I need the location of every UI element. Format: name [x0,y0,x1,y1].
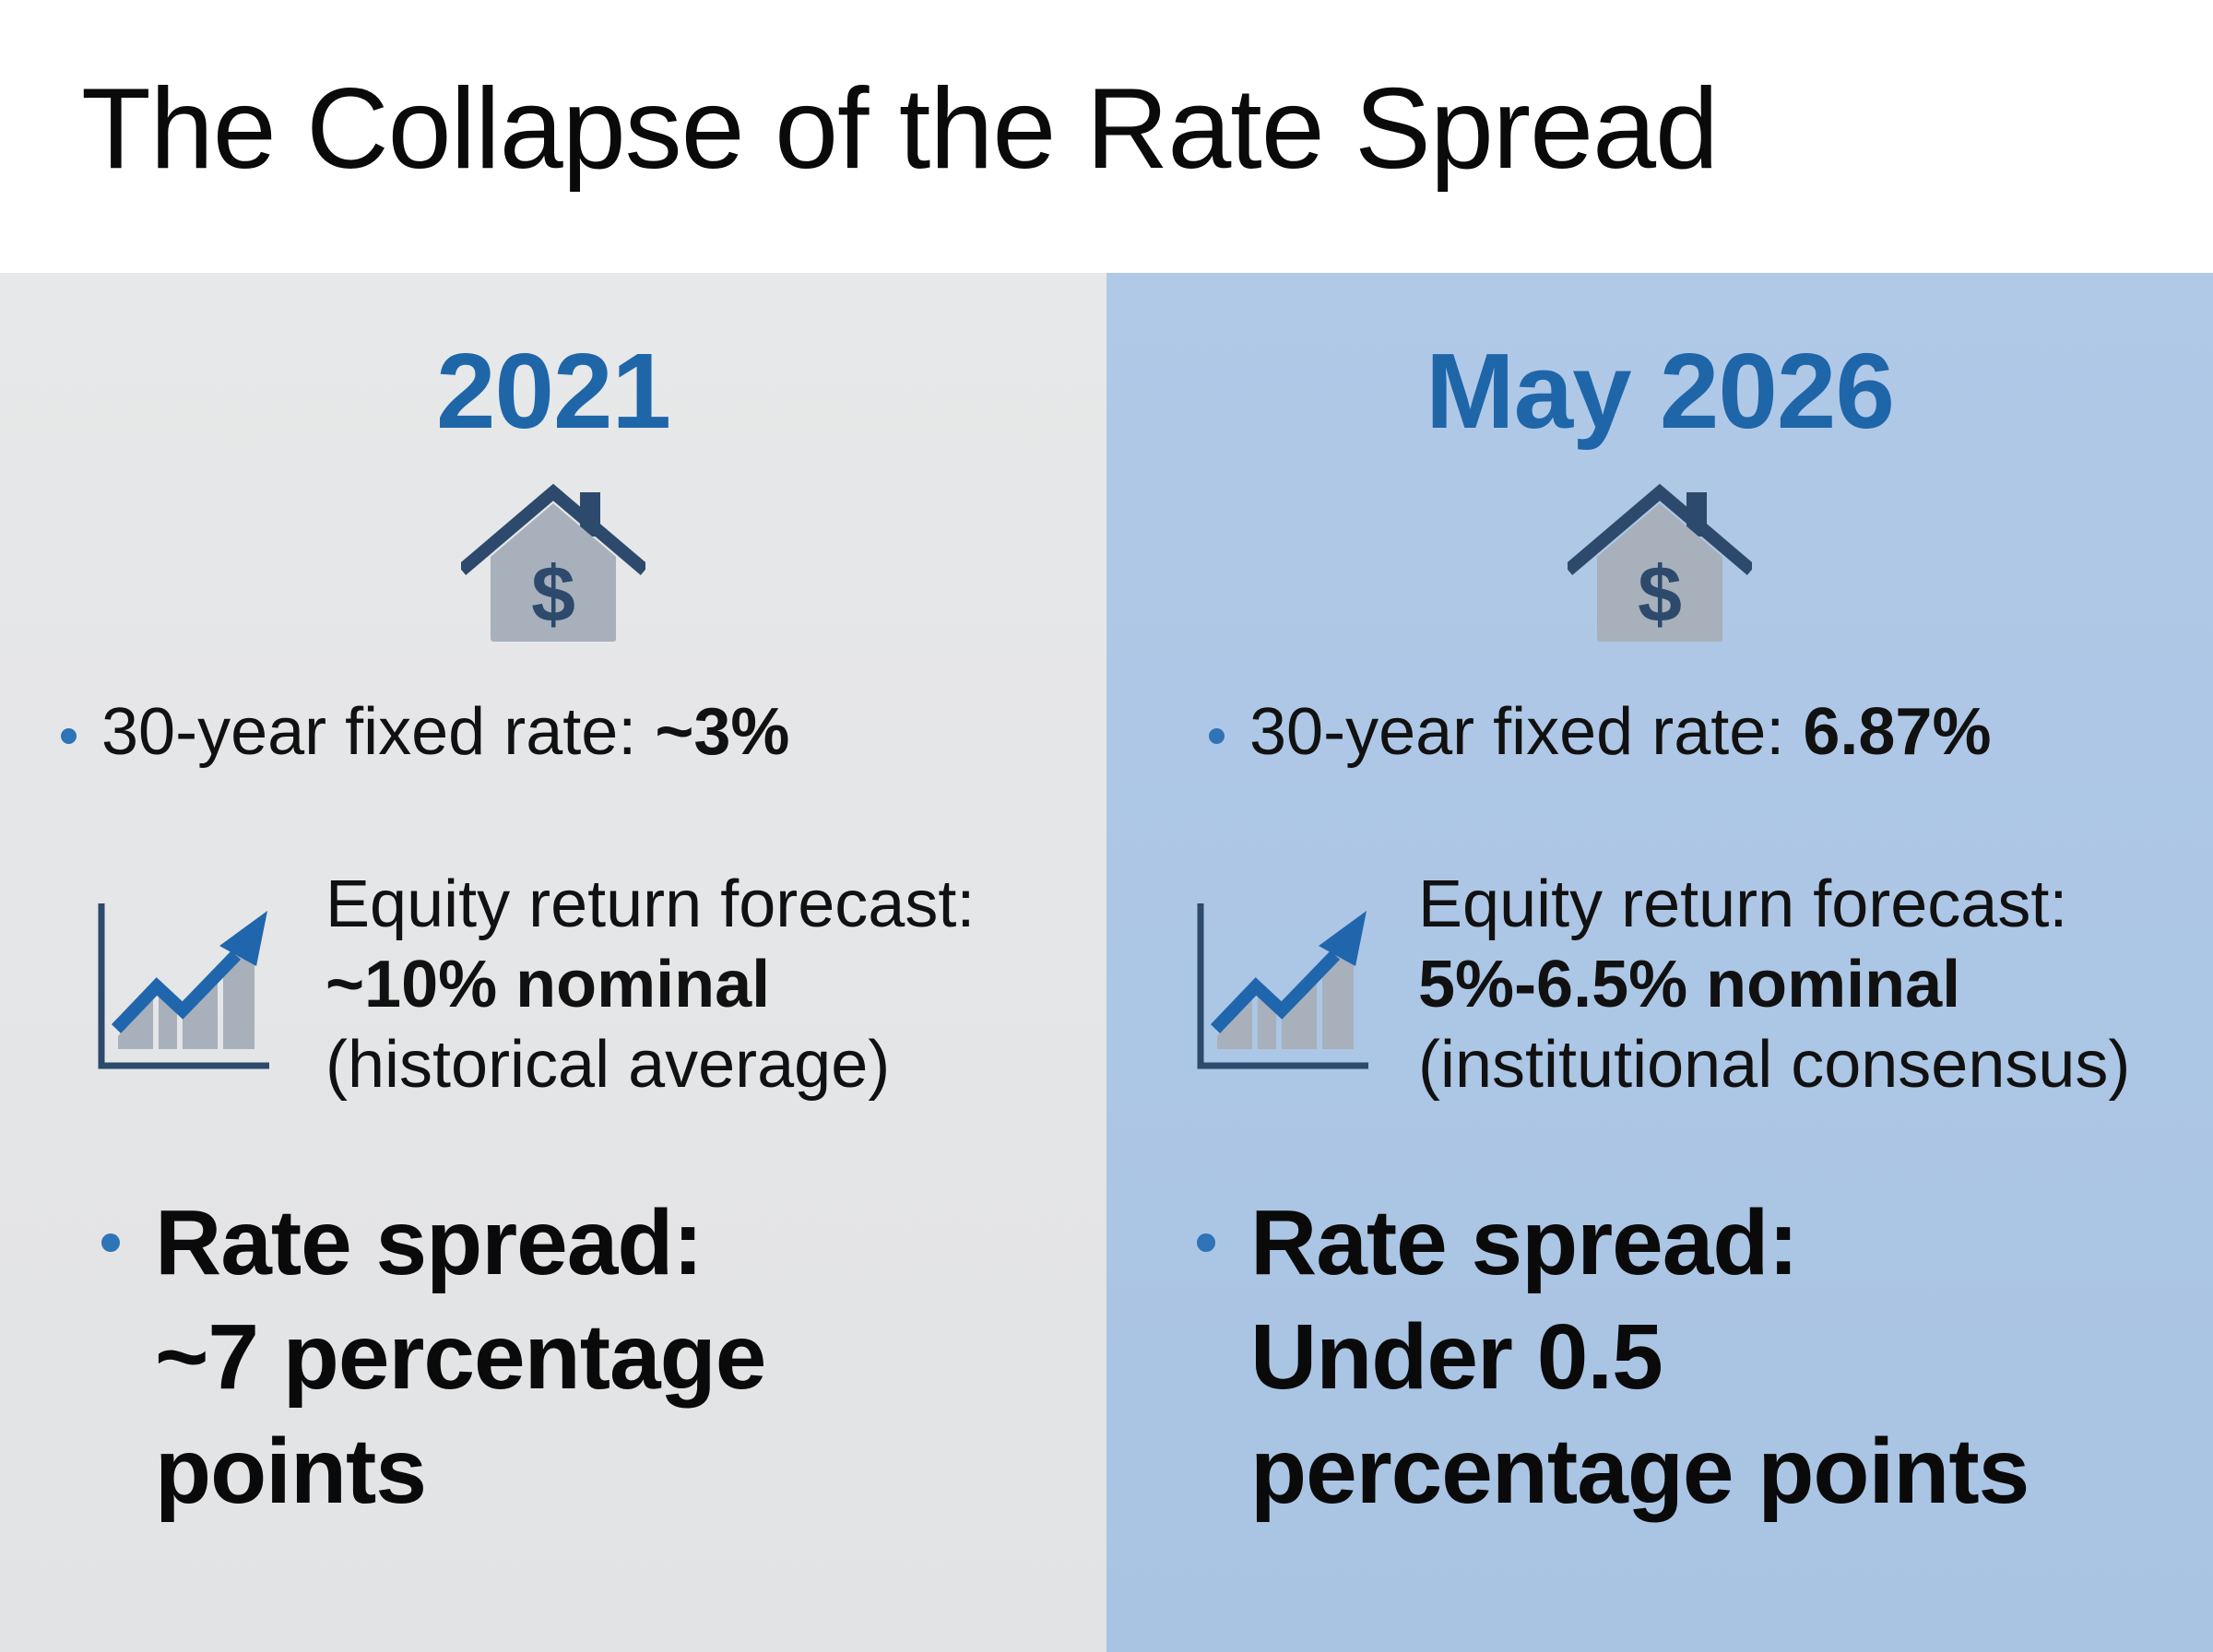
rate-line: 30-year fixed rate: 6.87% [1209,699,1991,765]
equity-forecast: Equity return forecast: ~10% nominal (hi… [325,865,975,1105]
rising-chart-icon [98,903,269,1069]
spread-value-line1: Under 0.5 [1250,1305,1663,1409]
bullet-dot [101,1233,120,1252]
house-dollar-icon: $ [1568,483,1752,642]
rate-value: 6.87% [1803,695,1992,769]
bullet-dot [61,728,77,744]
spread-label: Rate spread: [1250,1191,1799,1294]
spread-value-line1: ~7 percentage [155,1305,766,1409]
spread-label: Rate spread: [155,1191,704,1294]
forecast-note: (institutional consensus) [1418,1028,2131,1102]
forecast-value: 5%-6.5% nominal [1418,948,1961,1021]
forecast-label: Equity return forecast: [1418,867,2068,941]
rate-label: 30-year fixed rate: [101,695,637,769]
rate-spread: Rate spread: ~7 percentage points [101,1186,1077,1528]
rate-value: ~3% [655,695,790,769]
bullet-dot [1209,728,1225,744]
rising-chart-icon [1197,903,1368,1069]
spread-value-line2: points [155,1420,427,1523]
panel-may-2026: May 2026 $ 30-year fixed rate: 6.87% Equ… [1106,273,2213,1652]
rate-label: 30-year fixed rate: [1249,695,1785,769]
rate-spread: Rate spread: Under 0.5 percentage points [1197,1186,2182,1528]
year-heading: May 2026 [1426,331,1895,451]
page-title: The Collapse of the Rate Spread [81,65,1719,193]
house-dollar-icon: $ [461,483,645,642]
panel-2021: 2021 $ 30-year fixed rate: ~3% Equity re… [0,273,1106,1652]
header: The Collapse of the Rate Spread [0,0,2213,273]
svg-text:$: $ [531,550,575,639]
svg-text:$: $ [1638,550,1682,639]
equity-forecast: Equity return forecast: 5%-6.5% nominal … [1418,865,2130,1105]
forecast-label: Equity return forecast: [325,867,976,941]
forecast-value: ~10% nominal [325,948,771,1021]
bullet-dot [1197,1233,1215,1252]
year-heading: 2021 [435,331,671,451]
forecast-note: (historical average) [325,1028,891,1102]
rate-line: 30-year fixed rate: ~3% [61,699,789,765]
spread-value-line2: percentage points [1250,1420,2030,1523]
